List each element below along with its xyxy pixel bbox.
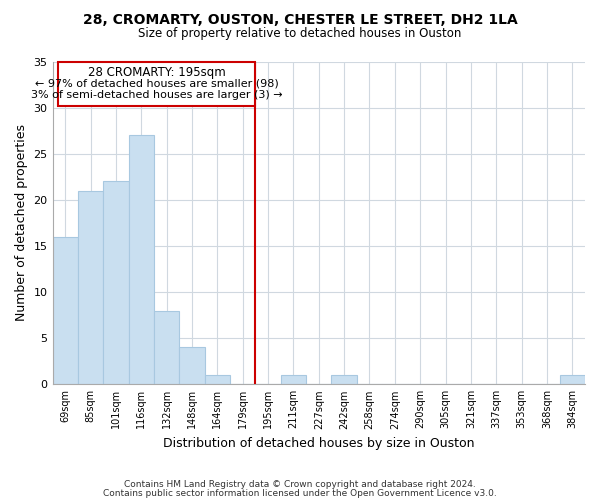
Bar	[179, 348, 205, 385]
Bar	[78, 190, 103, 384]
Text: Contains public sector information licensed under the Open Government Licence v3: Contains public sector information licen…	[103, 488, 497, 498]
Bar	[103, 182, 128, 384]
Bar	[205, 375, 230, 384]
Text: ← 97% of detached houses are smaller (98): ← 97% of detached houses are smaller (98…	[35, 78, 278, 88]
Bar	[128, 136, 154, 384]
Text: 3% of semi-detached houses are larger (3) →: 3% of semi-detached houses are larger (3…	[31, 90, 283, 100]
Y-axis label: Number of detached properties: Number of detached properties	[15, 124, 28, 322]
Bar	[281, 375, 306, 384]
Bar	[560, 375, 585, 384]
Text: Contains HM Land Registry data © Crown copyright and database right 2024.: Contains HM Land Registry data © Crown c…	[124, 480, 476, 489]
Text: 28, CROMARTY, OUSTON, CHESTER LE STREET, DH2 1LA: 28, CROMARTY, OUSTON, CHESTER LE STREET,…	[83, 12, 517, 26]
FancyBboxPatch shape	[58, 62, 256, 106]
Text: 28 CROMARTY: 195sqm: 28 CROMARTY: 195sqm	[88, 66, 226, 79]
Bar	[331, 375, 357, 384]
Text: Size of property relative to detached houses in Ouston: Size of property relative to detached ho…	[139, 28, 461, 40]
X-axis label: Distribution of detached houses by size in Ouston: Distribution of detached houses by size …	[163, 437, 475, 450]
Bar	[154, 310, 179, 384]
Bar	[53, 236, 78, 384]
